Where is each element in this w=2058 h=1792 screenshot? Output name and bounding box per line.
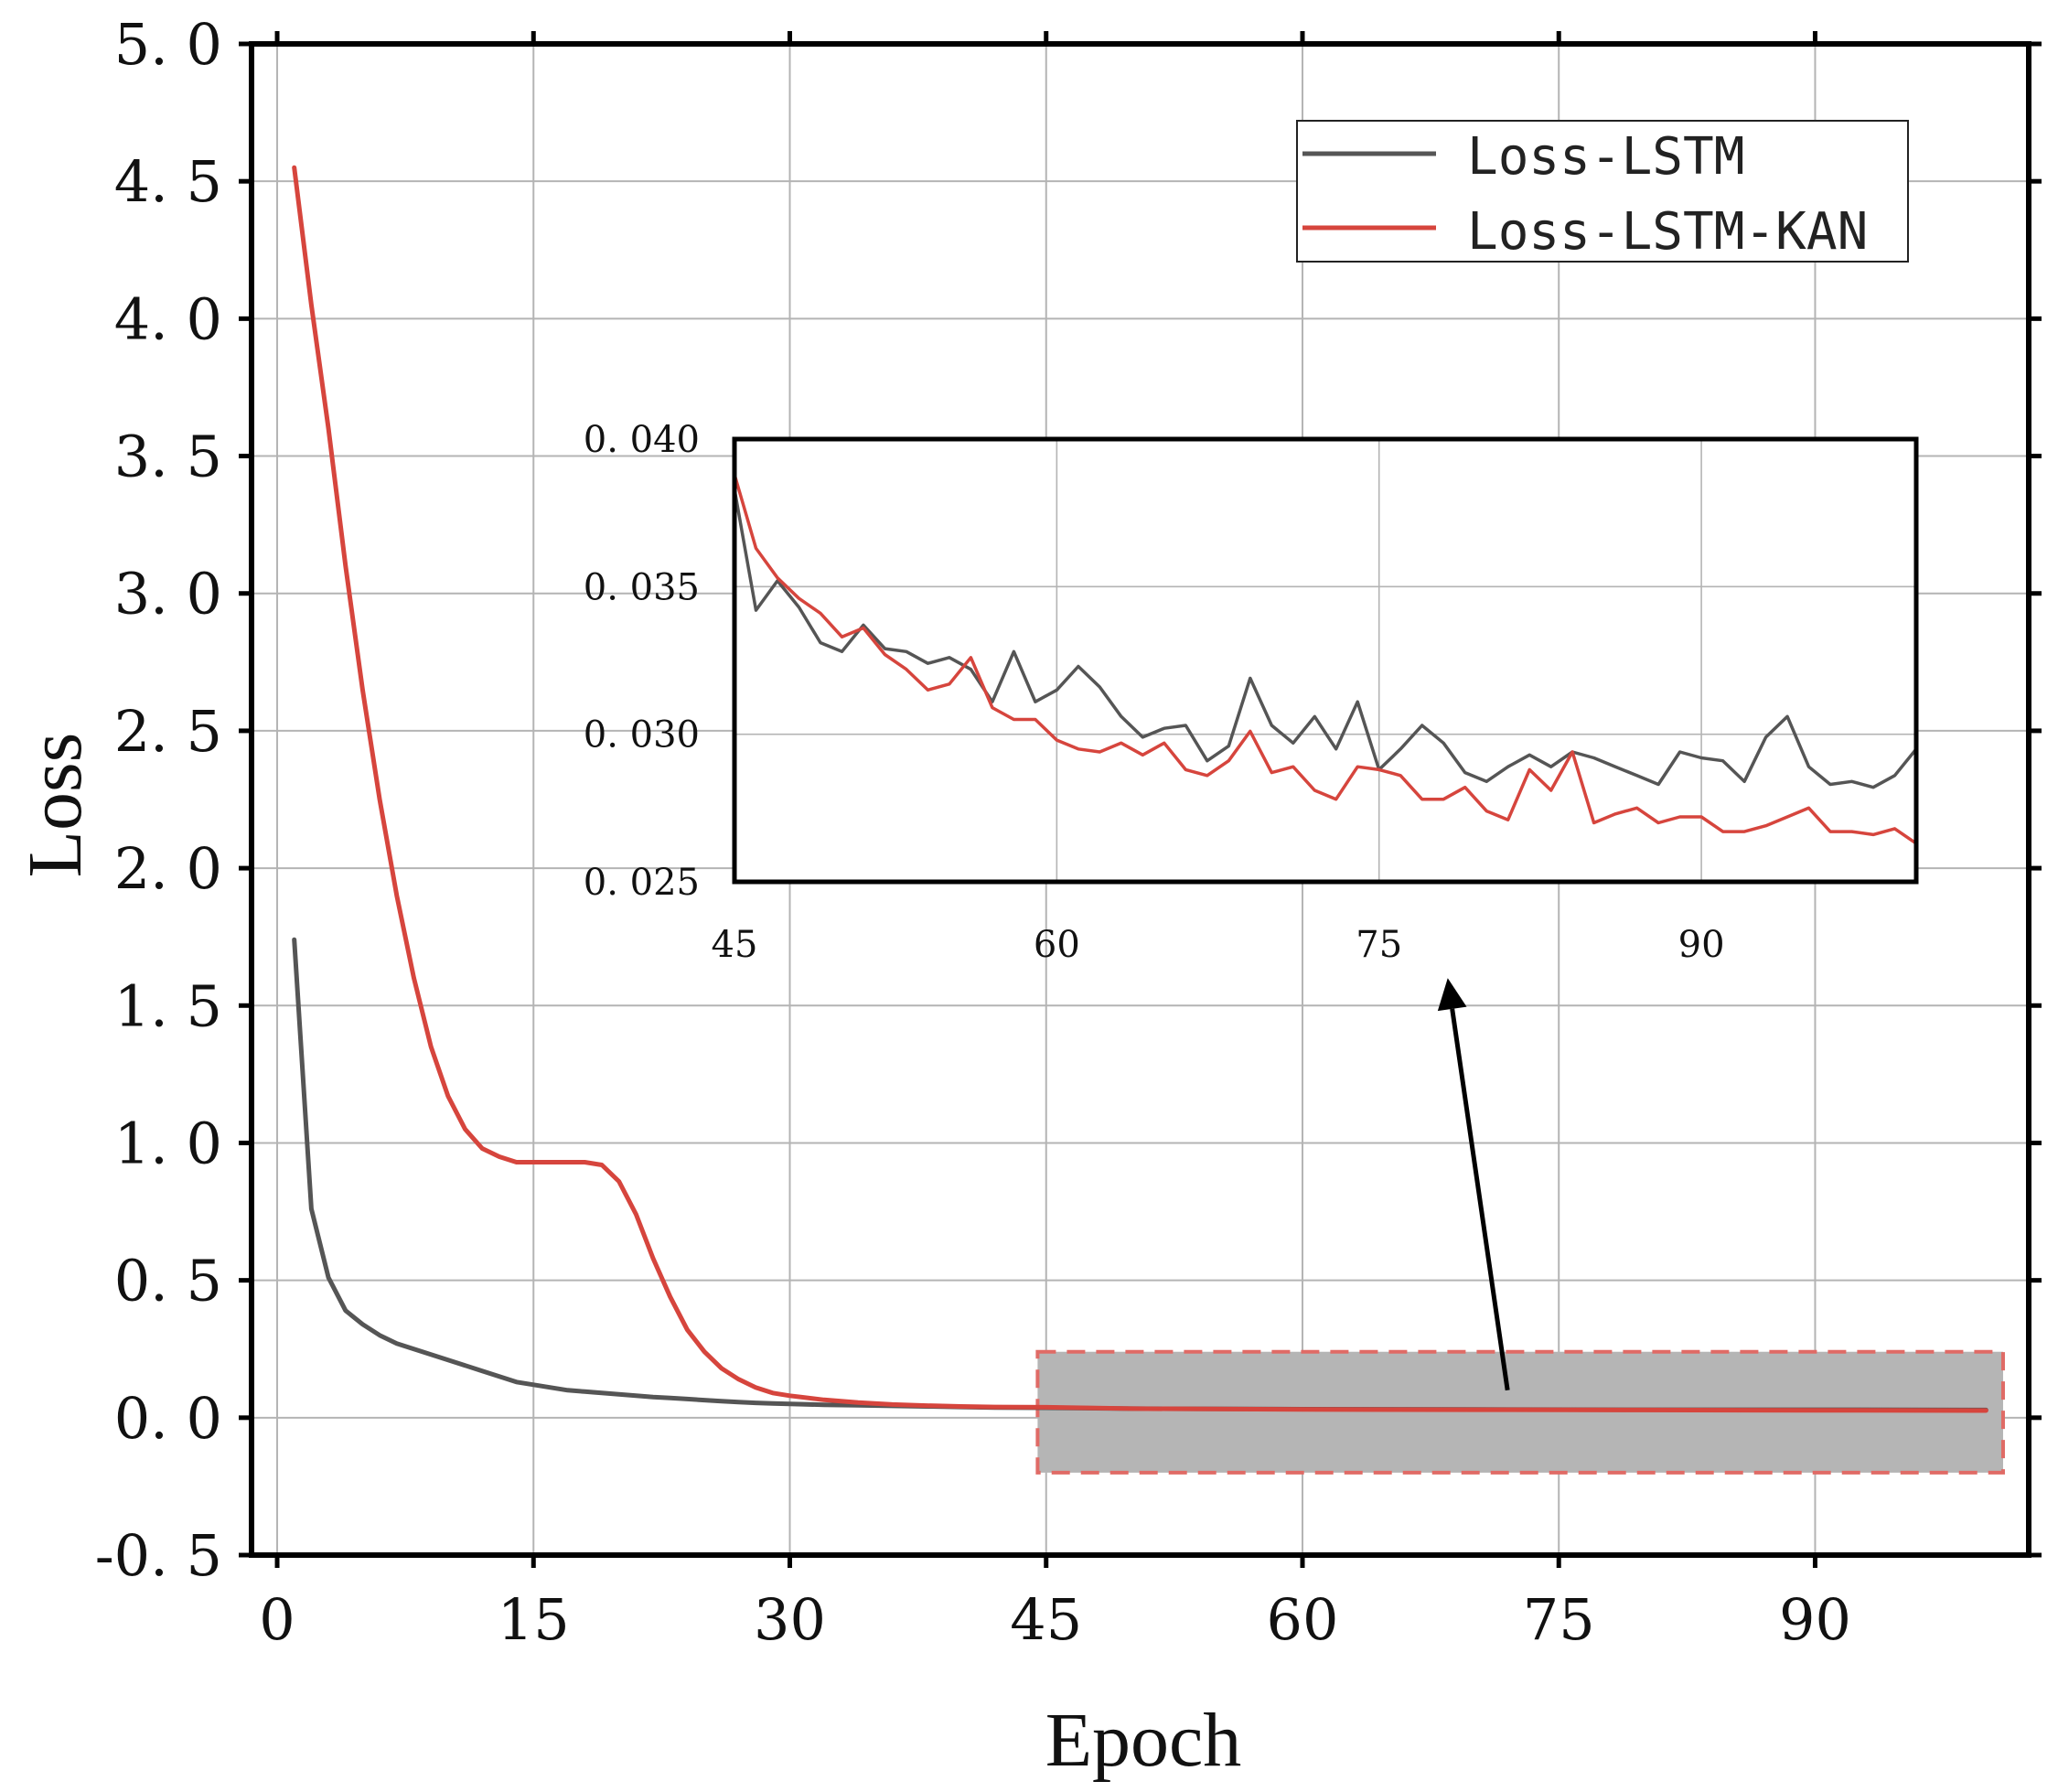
inset-series-loss-lstm-kan xyxy=(733,472,1918,845)
main-xtick-label-75: 75 xyxy=(1523,1586,1595,1653)
legend-label-lstm-kan: Loss-LSTM-KAN xyxy=(1467,202,1868,262)
main-series-loss-lstm-kan xyxy=(292,165,1988,1413)
main-ytick-label-2-5: 2. 5 xyxy=(114,698,222,765)
main-plot-frame xyxy=(249,41,2031,1558)
inset-ytick-label-0-03: 0. 030 xyxy=(584,714,700,757)
main-ytick-label-0: 0. 0 xyxy=(114,1385,222,1452)
main-ticks: 0 15 30 45 60 75 90 -0. 5 0. 0 0. 5 1. 0 1. 5 2. 0 2.… xyxy=(95,11,2042,1653)
main-xtick-label-0: 0 xyxy=(259,1586,295,1653)
main-ytick-label-2: 2. 0 xyxy=(114,835,222,902)
main-ytick-label-0-5: -0. 5 xyxy=(95,1522,222,1589)
inset-xtick-label-75: 75 xyxy=(1356,924,1402,966)
main-ytick-label-3: 3. 0 xyxy=(114,561,222,628)
legend-label-lstm: Loss-LSTM xyxy=(1467,127,1744,187)
main-xtick-label-90: 90 xyxy=(1779,1586,1851,1653)
inset-ytick-label-0-035: 0. 035 xyxy=(584,566,700,608)
inset-xtick-label-60: 60 xyxy=(1034,924,1080,966)
zoom-arrow-shaft xyxy=(1450,1008,1510,1391)
main-series xyxy=(292,165,1988,1413)
y-axis-title: Loss xyxy=(13,733,98,878)
zoom-arrow-head xyxy=(1437,978,1467,1012)
main-xtick-label-15: 15 xyxy=(498,1586,570,1653)
main-xtick-label-30: 30 xyxy=(754,1586,826,1653)
main-ytick-label-4: 4. 0 xyxy=(114,285,222,352)
main-ytick-label-1-5: 1. 5 xyxy=(114,972,222,1039)
inset-xtick-label-45: 45 xyxy=(712,924,758,966)
main-series-loss-lstm xyxy=(292,937,1988,1412)
inset-ytick-label-0-04: 0. 040 xyxy=(584,419,700,461)
main-xtick-label-60: 60 xyxy=(1267,1586,1339,1653)
main-ytick-label-3-5: 3. 5 xyxy=(114,424,222,490)
inset-ticks: 45 60 75 90 0. 025 0. 030 0. 035 0. 040 xyxy=(584,419,1725,966)
main-ytick-label-5: 5. 0 xyxy=(114,11,222,78)
inset-plot-frame xyxy=(732,436,1919,885)
inset-series xyxy=(733,472,1918,845)
inset-series-loss-lstm xyxy=(733,488,1918,789)
main-ytick-label-1: 1. 0 xyxy=(114,1110,222,1176)
main-ytick-label-0-5: 0. 5 xyxy=(114,1248,222,1314)
main-ytick-label-4-5: 4. 5 xyxy=(114,148,222,215)
inset-ytick-label-0-025: 0. 025 xyxy=(584,862,700,904)
legend-box xyxy=(1296,120,1909,263)
zoom-arrow xyxy=(1437,978,1510,1391)
main-xtick-label-45: 45 xyxy=(1010,1586,1082,1653)
legend: Loss-LSTM Loss-LSTM-KAN xyxy=(1296,120,1909,263)
inset-xtick-label-90: 90 xyxy=(1678,924,1725,966)
x-axis-title: Epoch xyxy=(1045,1698,1242,1783)
inset-background xyxy=(734,439,1916,882)
